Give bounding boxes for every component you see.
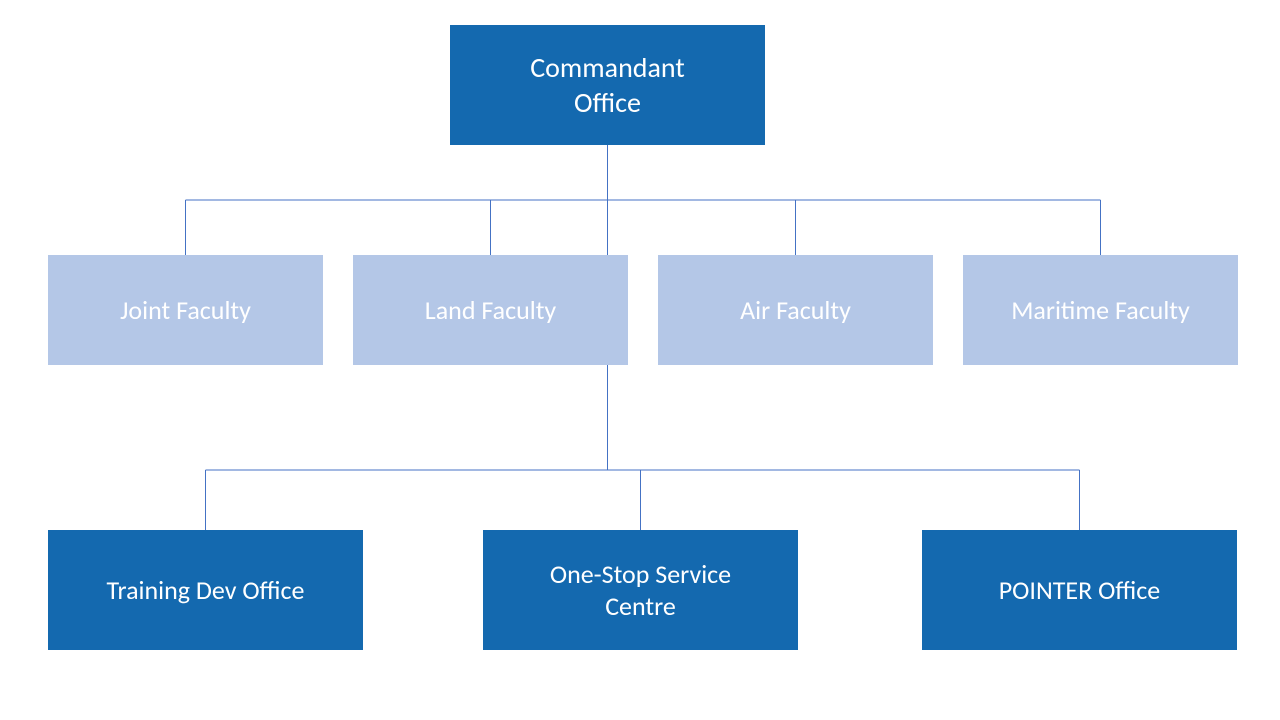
org-node-label: Air Faculty [740, 294, 851, 327]
org-node-joint: Joint Faculty [48, 255, 323, 365]
org-node-label: Land Faculty [425, 294, 556, 327]
org-node-oss: One-Stop ServiceCentre [483, 530, 798, 650]
org-node-label: One-Stop ServiceCentre [550, 558, 731, 623]
org-node-label: Maritime Faculty [1011, 294, 1190, 327]
org-node-label: POINTER Office [999, 574, 1160, 607]
org-node-poi: POINTER Office [922, 530, 1237, 650]
org-node-label: Training Dev Office [107, 574, 305, 607]
org-node-label: Joint Faculty [120, 294, 251, 327]
org-node-root: CommandantOffice [450, 25, 765, 145]
org-node-mari: Maritime Faculty [963, 255, 1238, 365]
org-node-land: Land Faculty [353, 255, 628, 365]
org-node-tdo: Training Dev Office [48, 530, 363, 650]
org-node-label: CommandantOffice [530, 50, 685, 120]
org-node-air: Air Faculty [658, 255, 933, 365]
org-chart-canvas: CommandantOffice Joint Faculty Land Facult… [0, 0, 1280, 720]
